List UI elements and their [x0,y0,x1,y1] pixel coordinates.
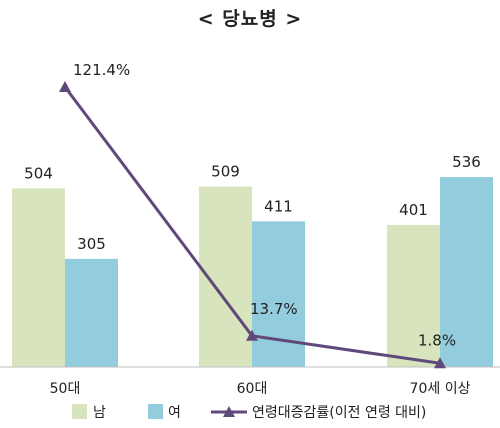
bar-value-label: 305 [77,235,106,253]
bar-female-0 [65,258,118,367]
growth-rate-marker [434,357,446,369]
legend-label-female: 여 [168,405,181,421]
bar-value-label: 536 [452,153,481,171]
growth-rate-marker [246,329,258,341]
bar-male-0 [12,188,65,367]
bar-male-2 [387,224,440,367]
growth-rate-marker [59,80,71,92]
legend-swatch-female [148,404,163,419]
legend-swatch-male [72,404,87,419]
legend-line-marker [223,406,235,417]
growth-rate-label: 1.8% [418,331,456,349]
growth-rate-label: 121.4% [73,61,130,79]
growth-rate-label: 13.7% [250,300,298,318]
x-tick-label: 70세 이상 [410,381,471,397]
chart-title: < 당뇨병 > [197,8,303,30]
bar-value-label: 504 [24,164,53,182]
bar-female-2 [440,177,493,367]
x-tick-label: 60대 [237,381,268,397]
legend-label-male: 남 [93,405,106,421]
bar-value-label: 401 [399,201,428,219]
bar-value-label: 411 [264,197,293,215]
legend-label-growth-rate: 연령대증감률(이전 연령 대비) [252,405,426,421]
bar-female-1 [252,221,305,367]
bar-value-label: 509 [211,163,240,181]
x-tick-label: 50대 [50,381,81,397]
